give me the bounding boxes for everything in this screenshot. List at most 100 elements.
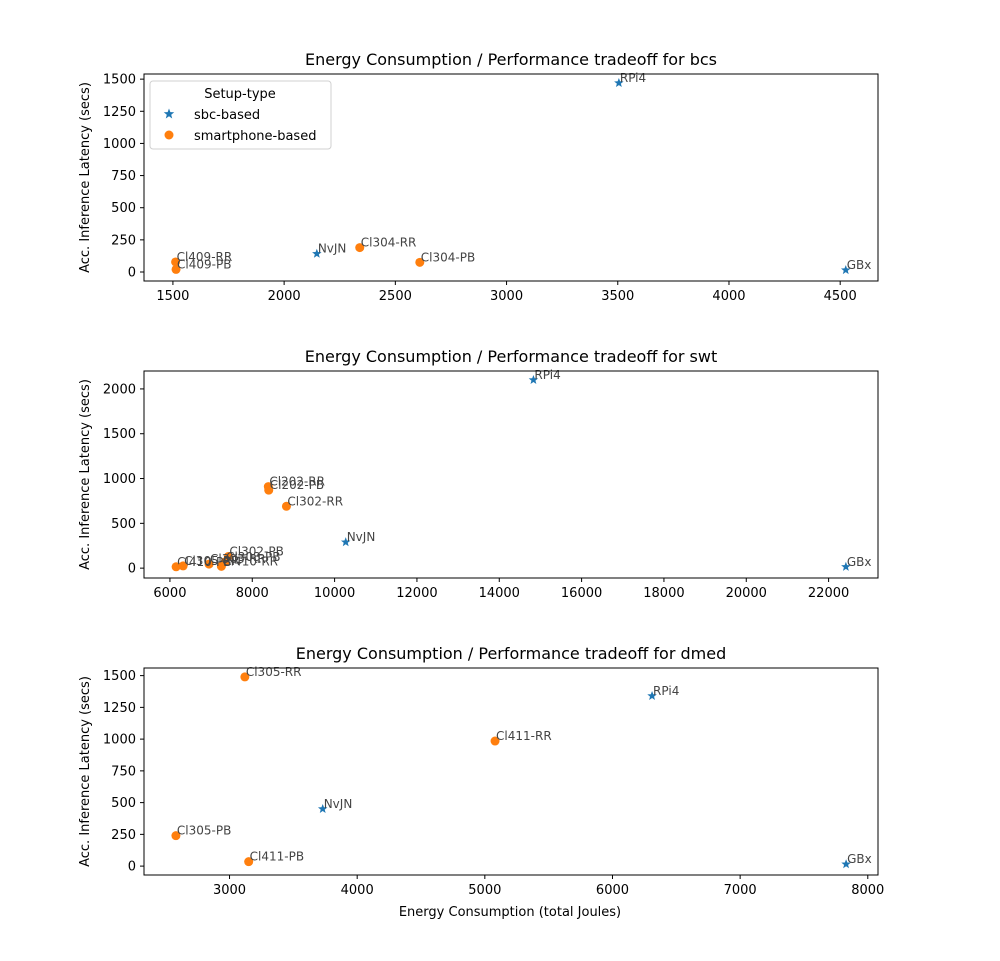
point-label-gbx: GBx	[847, 555, 872, 569]
y-tick-label: 1500	[103, 427, 136, 442]
legend-label-sbc: sbc-based	[194, 108, 260, 123]
point-label-cl302-rr: Cl302-RR	[287, 494, 343, 508]
x-tick-label: 6000	[153, 586, 186, 601]
point-marker-cl303-rr	[204, 559, 214, 569]
point-label-nvjn: NvJN	[318, 242, 347, 256]
x-tick-label: 3000	[490, 289, 523, 304]
subplot-1: Energy Consumption / Performance tradeof…	[78, 50, 879, 304]
point-marker-rpi4	[614, 78, 624, 88]
point-label-cl304-pb: Cl304-PB	[421, 250, 475, 264]
axes-frame	[143, 370, 879, 579]
point-label-gbx: GBx	[847, 852, 872, 866]
y-tick-label: 1250	[103, 701, 136, 716]
y-axis-label: Acc. Inference Latency (secs)	[78, 676, 93, 867]
point-marker-rpi4	[528, 374, 539, 385]
y-tick-label: 500	[111, 796, 136, 811]
point-marker-cl304-rr	[355, 243, 365, 253]
legend-frame	[149, 80, 332, 150]
legend-entry-smartphone: smartphone-based	[164, 129, 316, 144]
y-tick-label: 0	[128, 562, 136, 577]
x-tick-label: 2500	[379, 289, 412, 304]
point-marker-nvjn	[312, 248, 322, 258]
point-label-gbx: GBx	[847, 258, 872, 272]
y-axis-label: Acc. Inference Latency (secs)	[78, 82, 93, 273]
point-marker-cl410-rr	[216, 561, 226, 571]
point-label-cl409-rr: Cl409-RR	[177, 250, 233, 264]
point-label-cl305-pb: Cl305-PB	[177, 824, 231, 838]
subplot-2: Energy Consumption / Performance tradeof…	[78, 347, 879, 601]
point-marker-gbx	[841, 561, 851, 571]
y-tick-label: 0	[128, 266, 136, 281]
point-marker-cl411-rr	[490, 736, 500, 746]
point-label-cl302-pb: Cl302-PB	[229, 544, 283, 558]
point-label-cl305-rr: Cl305-RR	[184, 554, 240, 568]
x-tick-label: 14000	[479, 586, 520, 601]
subplot-title: Energy Consumption / Performance tradeof…	[305, 50, 717, 69]
x-tick-label: 3000	[213, 883, 246, 898]
axes-frame	[143, 667, 879, 876]
legend-circle-marker	[164, 130, 174, 140]
x-tick-label: 4500	[824, 289, 857, 304]
y-tick-label: 750	[111, 169, 136, 184]
point-marker-cl305-pb	[171, 831, 181, 841]
x-tick-label: 3500	[601, 289, 634, 304]
x-tick-label: 1500	[156, 289, 189, 304]
y-tick-label: 2000	[103, 382, 136, 397]
y-tick-label: 1000	[103, 472, 136, 487]
x-tick-label: 7000	[724, 883, 757, 898]
y-tick-label: 1500	[103, 73, 136, 88]
point-marker-nvjn	[317, 803, 328, 814]
point-label-rpi4: RPi4	[620, 71, 646, 85]
x-tick-label: 16000	[561, 586, 602, 601]
y-tick-label: 250	[111, 828, 136, 843]
subplot-title: Energy Consumption / Performance tradeof…	[296, 644, 727, 663]
legend-star-marker	[163, 108, 175, 119]
point-label-cl409-pb: Cl409-PB	[177, 257, 231, 271]
point-label-cl303-rr: Cl303-RR	[210, 552, 266, 566]
y-axis-label: Acc. Inference Latency (secs)	[78, 379, 93, 570]
point-label-rpi4: RPi4	[653, 684, 679, 698]
legend-title: Setup-type	[204, 87, 276, 102]
point-marker-cl304-pb	[415, 257, 425, 267]
point-marker-cl305-rr	[178, 561, 188, 571]
point-label-cl304-rr: Cl304-RR	[361, 236, 417, 250]
x-tick-label: 8000	[236, 586, 269, 601]
y-tick-label: 500	[111, 201, 136, 216]
y-tick-label: 1250	[103, 105, 136, 120]
point-marker-nvjn	[340, 537, 351, 547]
y-tick-label: 1000	[103, 733, 136, 748]
x-tick-label: 20000	[726, 586, 767, 601]
axes-frame	[143, 73, 879, 282]
y-tick-label: 750	[111, 764, 136, 779]
y-tick-label: 1500	[103, 669, 136, 684]
x-tick-label: 4000	[712, 289, 745, 304]
point-marker-cl411-pb	[244, 857, 254, 867]
point-marker-gbx	[840, 265, 851, 275]
x-tick-label: 4000	[341, 883, 374, 898]
point-label-cl305-rr: Cl305-RR	[246, 665, 302, 679]
subplot-3: Energy Consumption / Performance tradeof…	[78, 644, 884, 898]
point-marker-cl409-pb	[171, 264, 181, 274]
y-tick-label: 1000	[103, 137, 136, 152]
legend-label-smartphone: smartphone-based	[194, 129, 316, 144]
x-tick-label: 6000	[596, 883, 629, 898]
y-tick-label: 250	[111, 233, 136, 248]
point-label-cl202-rr: Cl202-RR	[269, 475, 325, 489]
subplot-title: Energy Consumption / Performance tradeof…	[305, 347, 717, 366]
x-tick-label: 22000	[808, 586, 849, 601]
point-label-nvjn: NvJN	[347, 530, 376, 544]
legend: Setup-type sbc-based smartphone-based	[149, 80, 332, 150]
point-label-cl303-pb: Cl303-PB	[226, 550, 280, 564]
y-tick-label: 0	[128, 860, 136, 875]
point-marker-cl409-rr	[171, 257, 181, 267]
point-label-cl410-rr: Cl410-RR	[222, 554, 278, 568]
point-label-cl411-rr: Cl411-RR	[496, 729, 552, 743]
y-tick-label: 500	[111, 517, 136, 532]
x-axis-label: Energy Consumption (total Joules)	[399, 905, 621, 920]
point-marker-rpi4	[647, 690, 657, 700]
point-label-cl411-pb: Cl411-PB	[250, 850, 304, 864]
point-label-cl202-pb: Cl202-PB	[270, 478, 324, 492]
point-label-nvjn: NvJN	[324, 797, 353, 811]
point-marker-cl410-pb	[171, 562, 181, 572]
